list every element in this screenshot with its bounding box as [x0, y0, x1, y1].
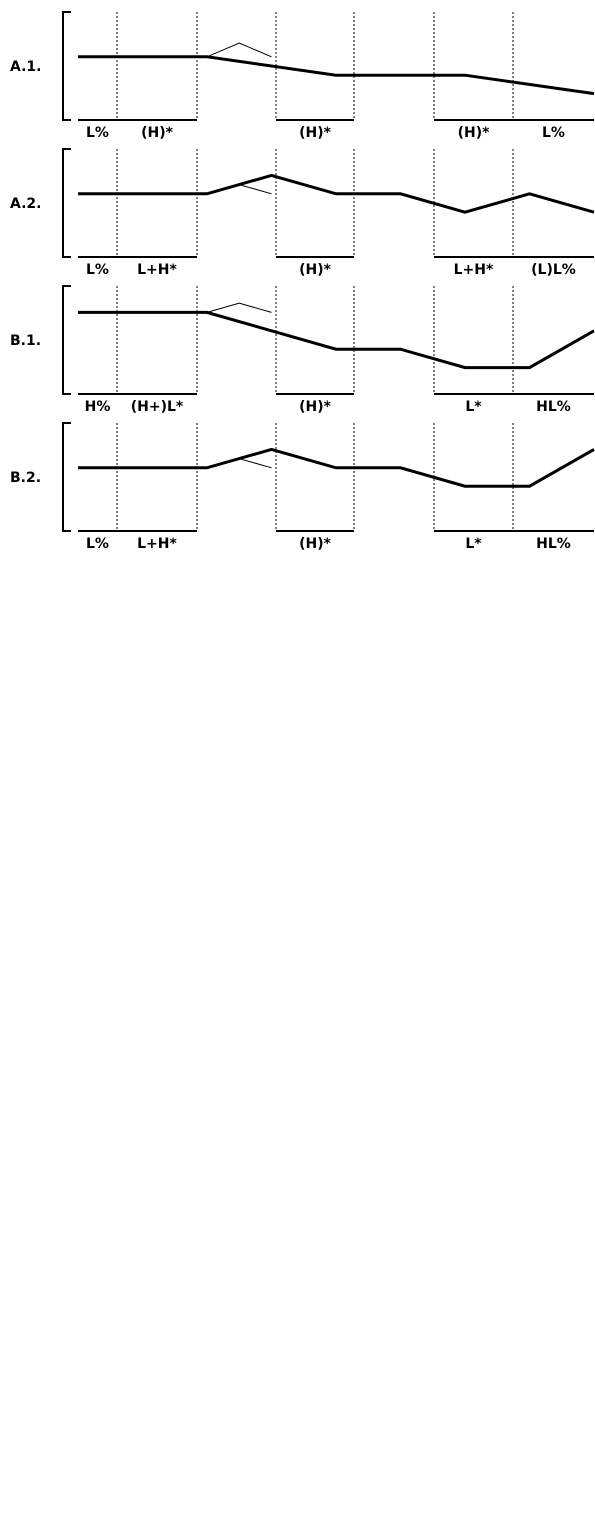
- tone-label-3: L+H*: [454, 262, 494, 278]
- tone-label-4: HL%: [536, 536, 571, 552]
- panel-b-2: B.2. L% L+H* (H)* L* HL%: [10, 422, 595, 552]
- tone-label-4: (L)L%: [531, 262, 576, 278]
- tone-label-3: (H)*: [458, 125, 491, 141]
- thick-contour: [78, 447, 595, 488]
- panel-bracket: [62, 285, 71, 395]
- tone-label-3: L*: [465, 536, 482, 552]
- thick-contour: [78, 55, 595, 96]
- tone-label-0: H%: [85, 399, 111, 415]
- panel-id: B.1.: [10, 333, 41, 349]
- panel-a-2: A.2. L% L+H* (H)* L+H* (L)L%: [10, 148, 595, 278]
- tone-label-1: L+H*: [137, 536, 177, 552]
- thick-contour: [78, 310, 595, 370]
- panel-bracket: [62, 422, 71, 532]
- tone-label-4: L%: [542, 125, 565, 141]
- tone-label-2: (H)*: [299, 125, 332, 141]
- tone-label-0: L%: [86, 536, 109, 552]
- tone-label-0: L%: [86, 125, 109, 141]
- thin-contour: [206, 302, 272, 313]
- tone-label-1: (H)*: [141, 125, 174, 141]
- panel-bracket: [62, 11, 71, 121]
- panel-b-1: B.1. H% (H+)L* (H)* L* HL%: [10, 285, 595, 415]
- tone-label-1: L+H*: [137, 262, 177, 278]
- tone-label-2: (H)*: [299, 262, 332, 278]
- panel-a-1: A.1. L% (H)* (H)* (H)* L%: [10, 11, 595, 141]
- tone-label-4: HL%: [536, 399, 571, 415]
- tone-label-2: (H)*: [299, 399, 332, 415]
- thick-contour: [78, 173, 595, 214]
- panel-bracket: [62, 148, 71, 258]
- tone-label-2: (H)*: [299, 536, 332, 552]
- tone-label-3: L*: [465, 399, 482, 415]
- panel-id: B.2.: [10, 470, 41, 486]
- thin-contour: [206, 42, 272, 58]
- panel-id: A.1.: [10, 59, 41, 75]
- panels-layer: A.1. L% (H)* (H)* (H)* L% A.2. L% L+H* (H)* L+H* (L…: [10, 11, 595, 552]
- tone-label-1: (H+)L*: [131, 399, 184, 415]
- tone-label-0: L%: [86, 262, 109, 278]
- panel-id: A.2.: [10, 196, 41, 212]
